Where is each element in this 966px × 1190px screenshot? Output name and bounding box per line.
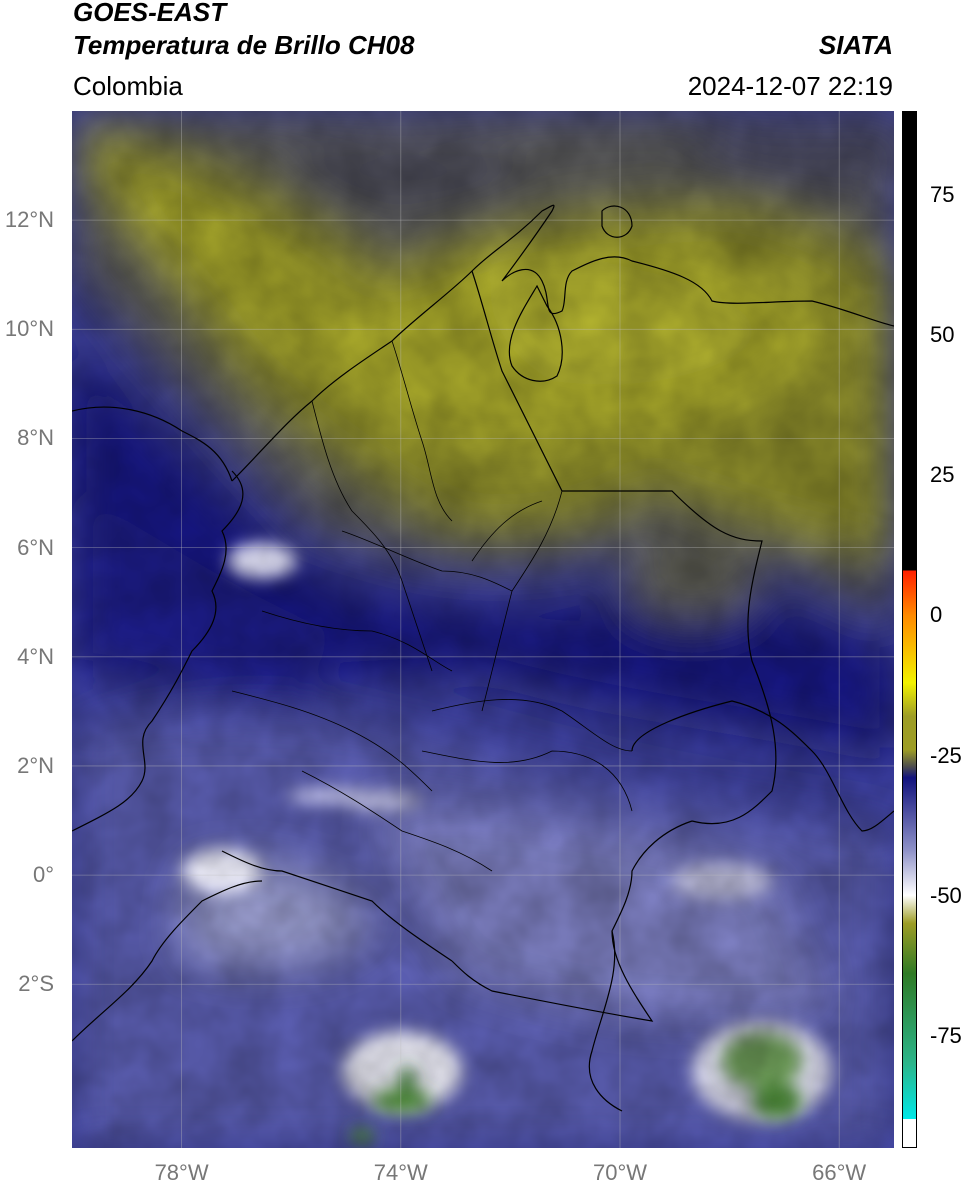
lat-tick-label: 6°N bbox=[17, 534, 54, 560]
lat-tick-label: 8°N bbox=[17, 425, 54, 451]
colorbar-tick-label: -25 bbox=[930, 742, 962, 768]
lat-tick-label: 4°N bbox=[17, 643, 54, 669]
colorbar-tick-label: 0 bbox=[930, 602, 943, 628]
border-peru-brazil bbox=[588, 930, 623, 1112]
graticule bbox=[72, 111, 894, 1148]
lat-tick-label: 2°S bbox=[18, 971, 54, 997]
agency-label: SIATA bbox=[818, 30, 893, 60]
colorbar-tick-label: -75 bbox=[930, 1022, 962, 1048]
region-label: Colombia bbox=[73, 71, 183, 101]
texture-overlay bbox=[72, 111, 894, 1148]
colorbar bbox=[902, 111, 917, 1148]
coastline-trinidad bbox=[601, 205, 633, 238]
lon-tick-label: 78°W bbox=[154, 1160, 209, 1185]
lat-tick-label: 0° bbox=[32, 862, 54, 888]
product-title: Temperatura de Brillo CH08 bbox=[73, 30, 415, 60]
border-venezuela-brazil bbox=[631, 700, 894, 832]
lon-tick-label: 66°W bbox=[812, 1160, 867, 1185]
border-colombia-peru bbox=[221, 850, 453, 962]
lake-maracaibo bbox=[508, 284, 563, 382]
border-colombia-brazil bbox=[451, 820, 693, 1022]
border-colombia-venezuela bbox=[471, 270, 777, 825]
coastline-pacific bbox=[72, 470, 244, 832]
departments bbox=[231, 340, 633, 872]
colorbar-tick-label: 25 bbox=[930, 462, 955, 488]
lon-tick-label: 70°W bbox=[592, 1160, 648, 1185]
lat-tick-label: 10°N bbox=[4, 316, 54, 342]
lat-tick-label: 2°N bbox=[17, 752, 54, 778]
satellite-title: GOES-EAST bbox=[73, 0, 227, 27]
colorbar-tick-label: 75 bbox=[930, 182, 955, 208]
colorbar-tick-label: 50 bbox=[930, 322, 955, 348]
colorbar-tick-label: -50 bbox=[930, 882, 962, 908]
lat-tick-label: 12°N bbox=[4, 207, 54, 233]
brightness-temperature-map bbox=[72, 111, 894, 1148]
lon-tick-label: 74°W bbox=[373, 1160, 428, 1185]
coastline-ecuador-peru bbox=[72, 880, 263, 1042]
datetime-label: 2024-12-07 22:19 bbox=[687, 71, 893, 101]
coastline-panama bbox=[72, 406, 233, 482]
